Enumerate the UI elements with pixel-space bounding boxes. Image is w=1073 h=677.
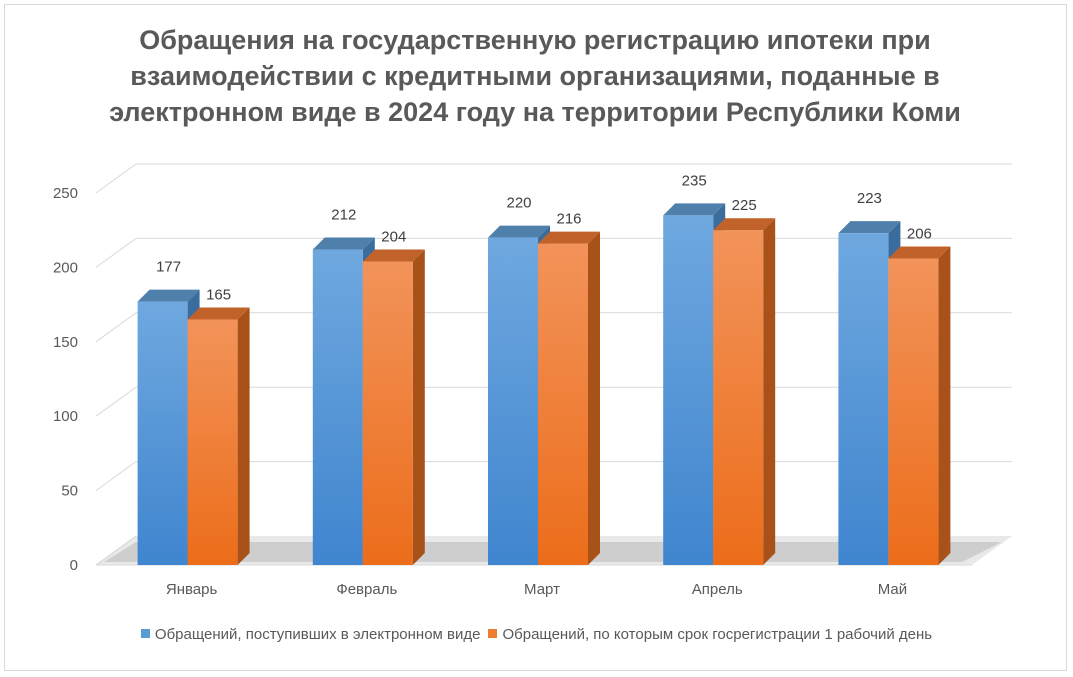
legend-swatch xyxy=(488,629,498,638)
bar xyxy=(838,233,889,565)
gridline-side xyxy=(95,461,137,492)
y-tick-label: 50 xyxy=(61,483,78,500)
data-label: 235 xyxy=(682,172,707,189)
x-tick-label: Май xyxy=(878,581,907,598)
bar-side xyxy=(588,231,600,566)
x-tick-label: Апрель xyxy=(692,581,743,598)
y-tick-label: 100 xyxy=(53,408,78,425)
y-tick-label: 0 xyxy=(70,557,78,574)
gridline-side xyxy=(95,163,137,194)
bar xyxy=(187,319,238,565)
bar xyxy=(888,258,939,565)
bar-top xyxy=(488,225,550,238)
x-tick-label: Февраль xyxy=(336,581,397,598)
data-label: 220 xyxy=(506,195,531,212)
bar-side xyxy=(412,249,425,565)
data-label: 206 xyxy=(907,225,932,242)
y-tick-label: 150 xyxy=(53,334,78,351)
data-label: 165 xyxy=(206,286,231,303)
chart-title: Обращения на государственную регистрацию… xyxy=(109,25,961,127)
bar-side xyxy=(763,218,776,565)
legend-item: Обращений, поступивших в электронном вид… xyxy=(140,626,481,643)
legend-item: Обращений, по которым срок госрегистраци… xyxy=(488,626,932,643)
bar-top xyxy=(713,218,776,231)
gridline-side xyxy=(95,535,137,566)
data-label: 212 xyxy=(331,207,356,224)
x-tick-label: Январь xyxy=(166,581,218,598)
bar xyxy=(538,243,588,566)
gridline-side xyxy=(95,312,137,343)
y-tick-label: 200 xyxy=(53,259,78,276)
bar-top xyxy=(663,203,726,216)
x-tick-label: Март xyxy=(524,581,560,598)
bar-top xyxy=(312,237,375,250)
bar xyxy=(663,215,714,565)
gridline-side xyxy=(95,237,137,268)
legend: Обращений, поступивших в электронном вид… xyxy=(0,626,1073,643)
data-label: 204 xyxy=(381,228,406,245)
bar-top xyxy=(187,307,250,320)
bar-top xyxy=(888,246,951,259)
bar xyxy=(137,301,188,565)
gridline-side xyxy=(95,386,137,417)
bar-side xyxy=(938,246,951,566)
bar xyxy=(362,261,413,565)
data-label: 225 xyxy=(732,197,757,214)
y-tick-label: 250 xyxy=(53,185,78,202)
legend-swatch xyxy=(140,629,150,638)
legend-label: Обращений, поступивших в электронном вид… xyxy=(154,626,481,643)
bar-top xyxy=(838,221,901,234)
data-label: 223 xyxy=(857,190,882,207)
legend-label: Обращений, по которым срок госрегистраци… xyxy=(502,626,933,643)
data-label: 216 xyxy=(556,211,581,228)
bar xyxy=(713,230,764,565)
bar-top xyxy=(137,289,200,302)
bar xyxy=(488,237,538,565)
bar-top xyxy=(362,249,425,262)
bar-side xyxy=(237,307,250,565)
data-label: 177 xyxy=(156,259,181,276)
bar xyxy=(312,249,363,565)
bar-top xyxy=(538,231,600,244)
